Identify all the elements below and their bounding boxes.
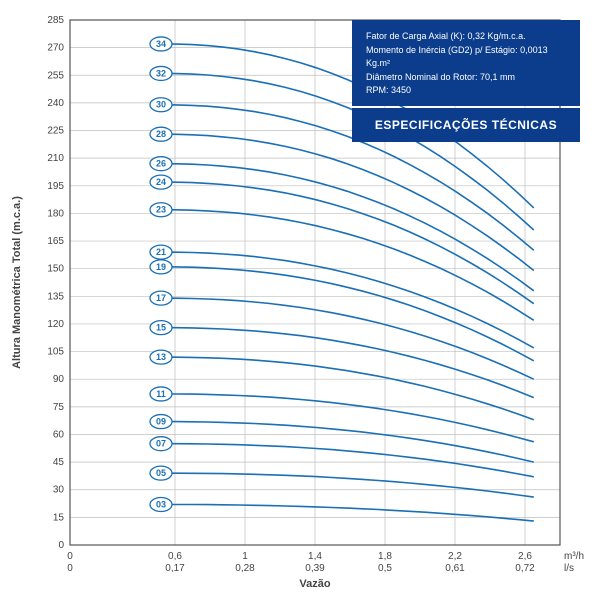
svg-text:1: 1 xyxy=(242,551,248,562)
svg-text:195: 195 xyxy=(47,181,64,192)
svg-text:45: 45 xyxy=(53,457,65,468)
svg-text:23: 23 xyxy=(156,205,166,215)
svg-text:1,4: 1,4 xyxy=(308,551,322,562)
svg-text:150: 150 xyxy=(47,264,64,275)
svg-text:75: 75 xyxy=(53,402,65,413)
svg-text:13: 13 xyxy=(156,352,166,362)
svg-text:180: 180 xyxy=(47,208,64,219)
svg-text:2,2: 2,2 xyxy=(448,551,462,562)
svg-text:0,28: 0,28 xyxy=(235,563,255,574)
spec-title: ESPECIFICAÇÕES TÉCNICAS xyxy=(352,108,580,142)
svg-text:270: 270 xyxy=(47,43,64,54)
svg-text:0: 0 xyxy=(67,551,73,562)
svg-text:0,72: 0,72 xyxy=(515,563,535,574)
svg-text:90: 90 xyxy=(53,374,65,385)
spec-line-1: Momento de Inércia (GD2) p/ Estágio: 0,0… xyxy=(366,44,566,71)
svg-text:24: 24 xyxy=(156,177,166,187)
svg-text:07: 07 xyxy=(156,439,166,449)
svg-text:240: 240 xyxy=(47,98,64,109)
svg-text:210: 210 xyxy=(47,153,64,164)
svg-text:05: 05 xyxy=(156,468,166,478)
svg-text:2,6: 2,6 xyxy=(518,551,532,562)
svg-text:0,61: 0,61 xyxy=(445,563,465,574)
svg-text:135: 135 xyxy=(47,291,64,302)
svg-text:15: 15 xyxy=(156,323,166,333)
svg-text:03: 03 xyxy=(156,499,166,509)
spec-line-3: RPM: 3450 xyxy=(366,84,566,98)
svg-text:120: 120 xyxy=(47,319,64,330)
svg-text:0,17: 0,17 xyxy=(165,563,185,574)
svg-text:225: 225 xyxy=(47,126,64,137)
spec-info-panel: Fator de Carga Axial (K): 0,32 Kg/m.c.a.… xyxy=(352,20,580,106)
svg-text:1,8: 1,8 xyxy=(378,551,392,562)
svg-text:21: 21 xyxy=(156,247,166,257)
svg-text:0: 0 xyxy=(67,563,73,574)
svg-text:0,6: 0,6 xyxy=(168,551,182,562)
spec-line-2: Diâmetro Nominal do Rotor: 70,1 mm xyxy=(366,71,566,85)
svg-text:26: 26 xyxy=(156,159,166,169)
svg-text:0,5: 0,5 xyxy=(378,563,392,574)
svg-text:255: 255 xyxy=(47,70,64,81)
svg-text:Altura Manométrica Total (m.c.: Altura Manométrica Total (m.c.a.) xyxy=(11,196,23,369)
svg-text:15: 15 xyxy=(53,512,65,523)
svg-text:19: 19 xyxy=(156,262,166,272)
svg-text:0: 0 xyxy=(58,540,64,551)
svg-text:30: 30 xyxy=(53,485,65,496)
spec-line-0: Fator de Carga Axial (K): 0,32 Kg/m.c.a. xyxy=(366,30,566,44)
svg-text:285: 285 xyxy=(47,15,64,26)
svg-text:17: 17 xyxy=(156,293,166,303)
svg-text:0,39: 0,39 xyxy=(305,563,325,574)
svg-text:30: 30 xyxy=(156,100,166,110)
svg-text:11: 11 xyxy=(156,389,166,399)
svg-text:60: 60 xyxy=(53,429,65,440)
svg-text:34: 34 xyxy=(156,39,166,49)
svg-text:28: 28 xyxy=(156,129,166,139)
svg-text:Vazão: Vazão xyxy=(299,578,330,590)
svg-text:105: 105 xyxy=(47,347,64,358)
svg-text:l/s: l/s xyxy=(564,563,574,574)
svg-text:165: 165 xyxy=(47,236,64,247)
svg-text:32: 32 xyxy=(156,68,166,78)
svg-text:m³/h: m³/h xyxy=(564,551,584,562)
svg-text:09: 09 xyxy=(156,417,166,427)
spec-box: Fator de Carga Axial (K): 0,32 Kg/m.c.a.… xyxy=(352,20,580,142)
